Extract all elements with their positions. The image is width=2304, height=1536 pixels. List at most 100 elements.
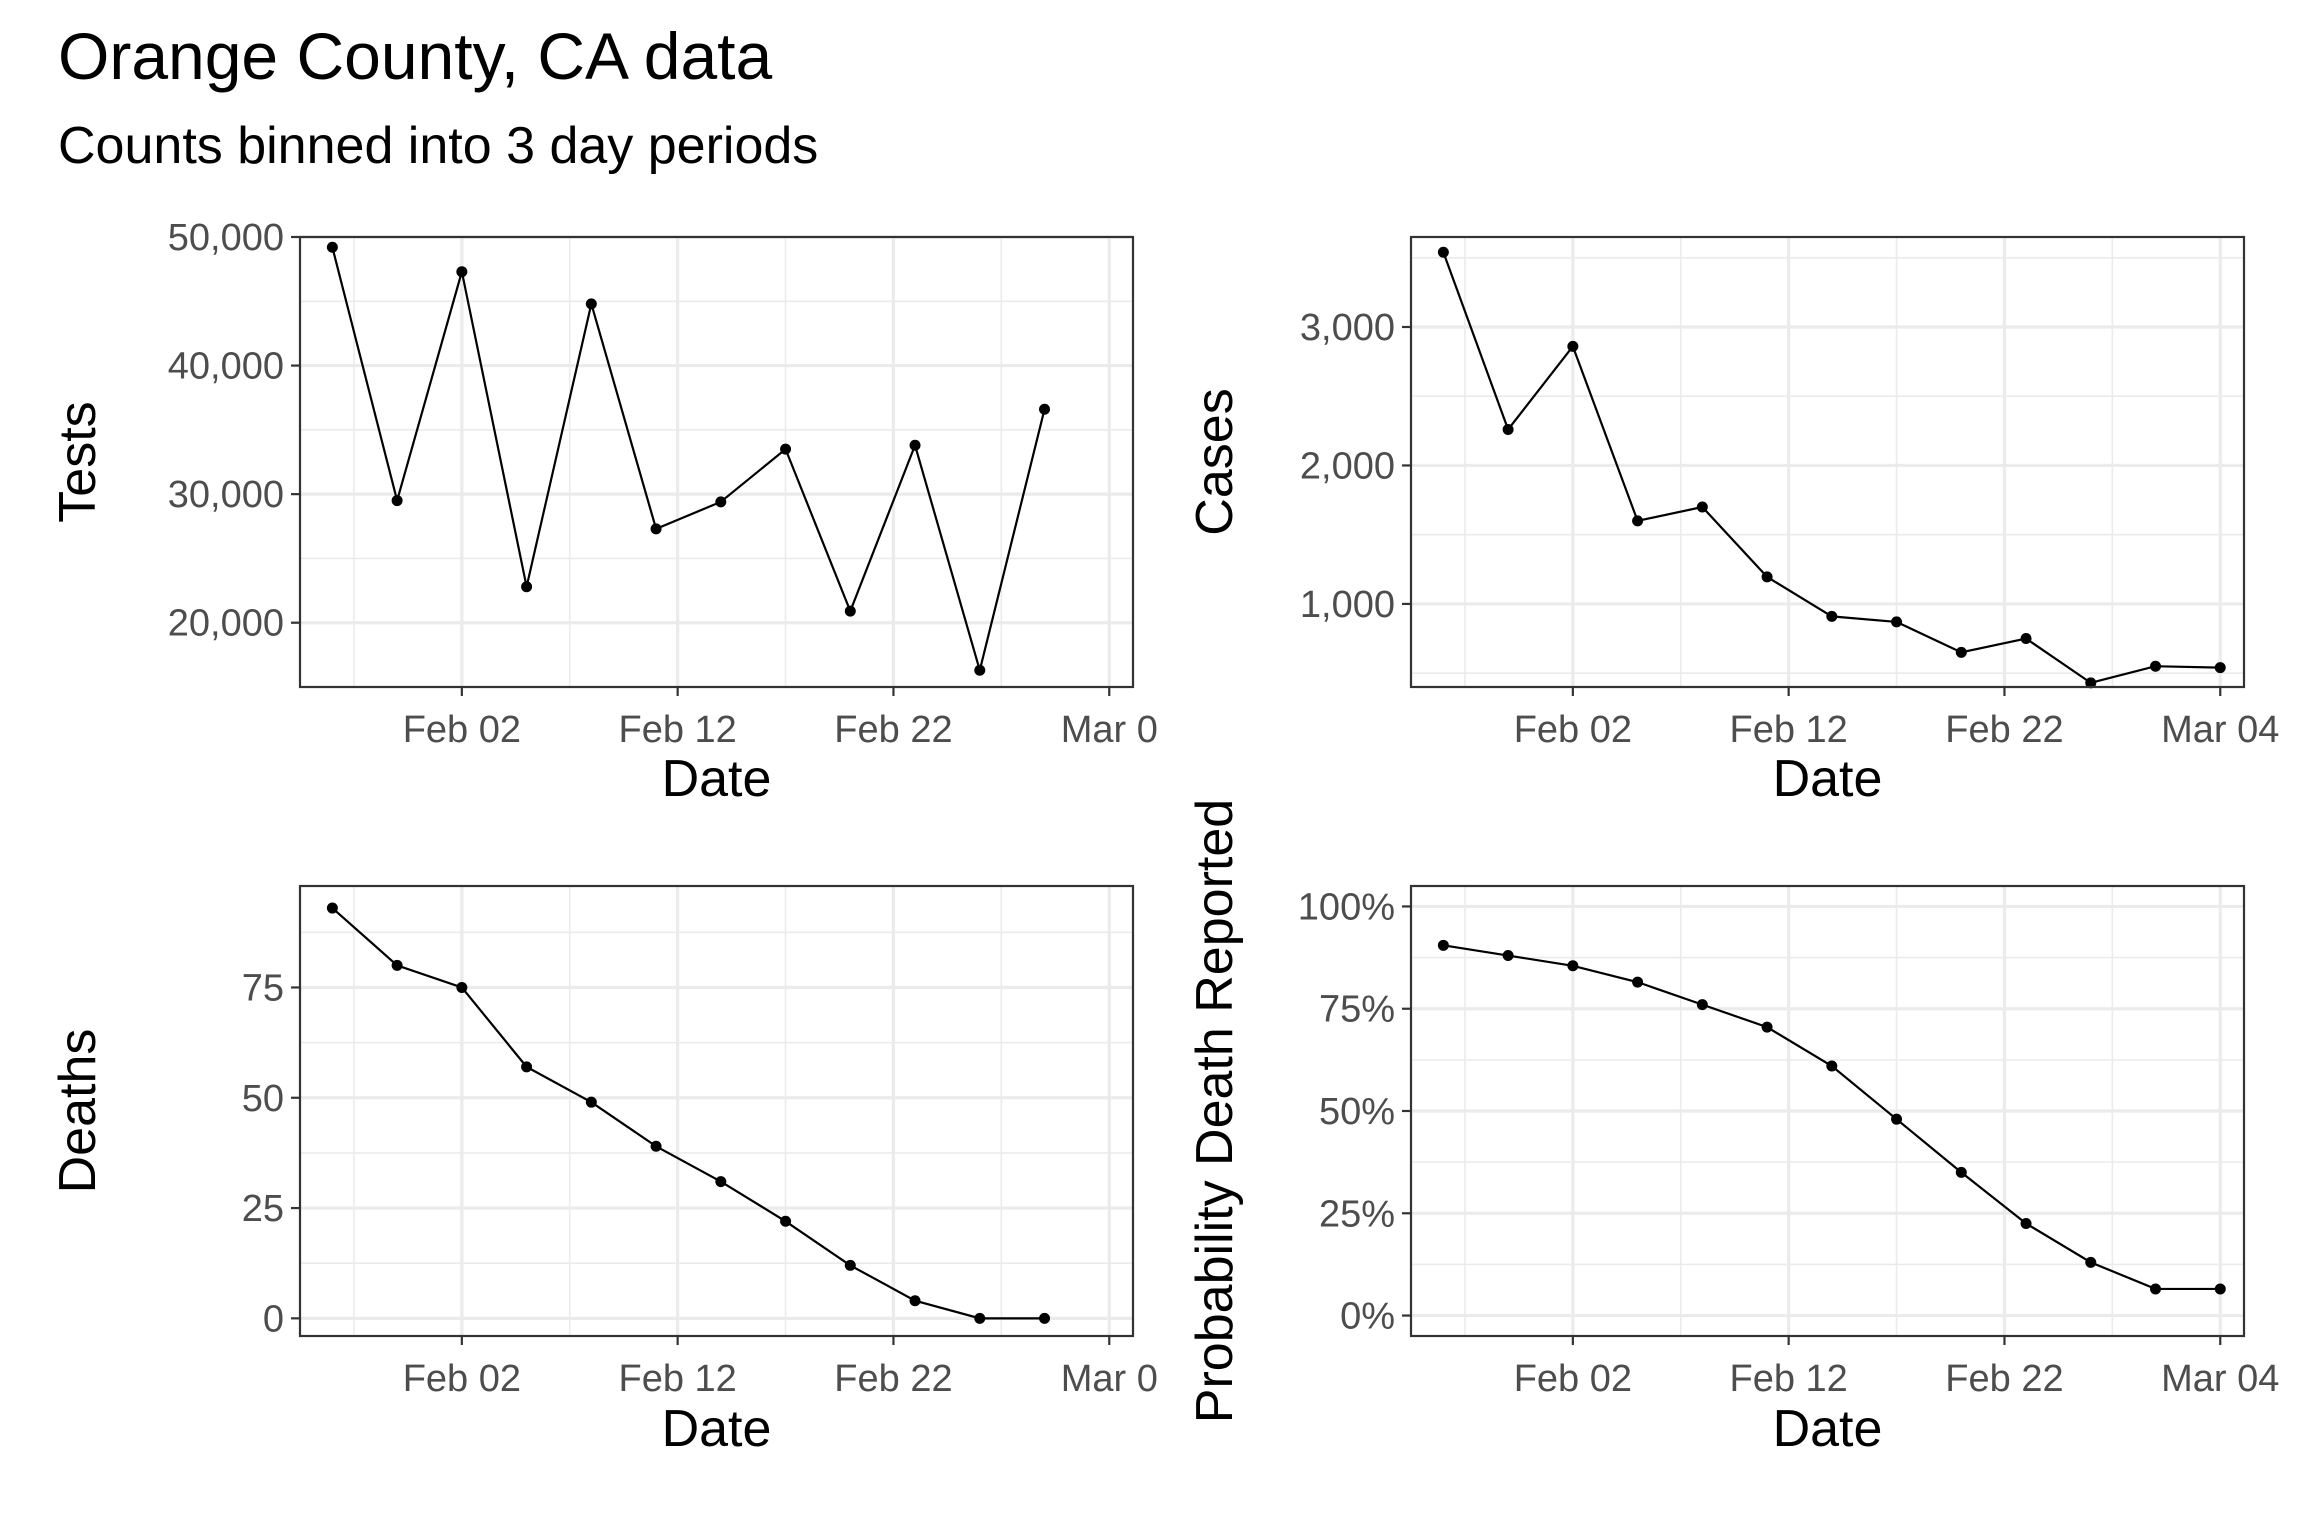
x-tick-label: Feb 22: [1945, 1358, 2063, 1400]
data-point: [1437, 246, 1449, 258]
data-point: [456, 266, 468, 278]
data-point: [974, 1312, 986, 1324]
y-tick-label: 100%: [1298, 886, 1395, 928]
y-tick-label: 30,000: [168, 474, 284, 516]
data-point: [2150, 1283, 2162, 1295]
data-point: [2150, 660, 2162, 672]
data-point: [585, 1096, 597, 1108]
y-axis-title: Deaths: [49, 1029, 107, 1194]
x-axis-title: Date: [1773, 750, 1883, 808]
data-point: [1891, 616, 1903, 628]
panel-background: [300, 886, 1133, 1336]
x-tick-label: Feb 02: [403, 1358, 521, 1400]
x-tick-label: Mar 0: [1061, 709, 1158, 751]
data-point: [909, 439, 921, 451]
data-point: [1039, 1312, 1051, 1324]
y-tick-label: 1,000: [1300, 584, 1395, 626]
x-axis-title: Date: [662, 750, 772, 808]
chart-title: Orange County, CA data: [58, 19, 773, 93]
data-point: [1761, 1021, 1773, 1033]
x-tick-label: Feb 02: [403, 709, 521, 751]
data-point: [391, 959, 403, 971]
data-point: [2085, 677, 2097, 689]
data-point: [1955, 1166, 1967, 1178]
y-tick-label: 0%: [1340, 1296, 1395, 1338]
x-tick-label: Feb 22: [834, 1358, 952, 1400]
x-tick-label: Mar 04: [2161, 709, 2279, 751]
series-line: [331, 247, 1046, 675]
data-point: [521, 581, 533, 593]
y-tick-label: 25: [242, 1188, 284, 1230]
data-point: [326, 902, 338, 914]
panel-background: [300, 237, 1133, 687]
x-tick-label: Mar 04: [2161, 1358, 2279, 1400]
data-point: [456, 981, 468, 993]
data-point: [1567, 960, 1579, 972]
panel-border: [298, 884, 1135, 1338]
data-point: [715, 1176, 727, 1188]
x-tick-label: Feb 02: [1514, 709, 1632, 751]
y-axis-title: Tests: [49, 401, 107, 522]
y-tick-label: 3,000: [1300, 307, 1395, 349]
data-point: [650, 1140, 662, 1152]
x-tick-label: Feb 12: [1729, 709, 1847, 751]
panel-background: [1411, 237, 2244, 687]
data-point: [1632, 976, 1644, 988]
x-tick-label: Feb 12: [618, 1358, 736, 1400]
data-point: [1632, 515, 1644, 527]
data-point: [909, 1295, 921, 1307]
x-axis-title: Date: [1773, 1400, 1883, 1458]
y-tick-label: 0: [263, 1298, 284, 1340]
data-point: [844, 605, 856, 617]
y-tick-label: 50%: [1319, 1091, 1395, 1133]
x-tick-label: Feb 12: [1729, 1358, 1847, 1400]
y-tick-label: 40,000: [168, 346, 284, 388]
data-point: [326, 241, 338, 253]
y-tick-label: 75: [242, 967, 284, 1009]
data-point: [521, 1061, 533, 1073]
data-point: [780, 443, 792, 455]
panel-border: [1409, 235, 2246, 689]
x-tick-label: Feb 12: [618, 709, 736, 751]
data-point: [1761, 571, 1773, 583]
y-tick-label: 75%: [1319, 989, 1395, 1031]
y-axis-title: Cases: [1186, 388, 1244, 535]
data-point: [585, 298, 597, 310]
data-point: [2085, 1256, 2097, 1268]
x-axis-title: Date: [662, 1400, 772, 1458]
data-point: [780, 1215, 792, 1227]
series-line: [331, 907, 1045, 1320]
data-point: [844, 1259, 856, 1271]
data-point: [1696, 501, 1708, 513]
data-point: [1826, 610, 1838, 622]
data-point: [1826, 1060, 1838, 1072]
data-point: [2214, 1283, 2226, 1295]
data-point: [650, 523, 662, 535]
data-point: [1891, 1113, 1903, 1125]
x-tick-label: Mar 0: [1061, 1358, 1158, 1400]
data-point: [1955, 646, 1967, 658]
data-point: [1567, 340, 1579, 352]
y-tick-label: 2,000: [1300, 445, 1395, 487]
y-tick-label: 50: [242, 1078, 284, 1120]
data-point: [1502, 950, 1514, 962]
data-point: [974, 664, 986, 676]
x-tick-label: Feb 22: [834, 709, 952, 751]
x-tick-label: Feb 22: [1945, 709, 2063, 751]
data-point: [715, 496, 727, 508]
y-axis-title: Probability Death Reported: [1186, 799, 1244, 1423]
data-point: [1696, 999, 1708, 1011]
data-point: [2214, 662, 2226, 674]
x-tick-label: Feb 02: [1514, 1358, 1632, 1400]
chart-subtitle: Counts binned into 3 day periods: [58, 117, 819, 175]
y-tick-label: 25%: [1319, 1193, 1395, 1235]
panel-border: [298, 235, 1135, 689]
data-point: [1502, 423, 1514, 435]
data-point: [1437, 939, 1449, 951]
y-tick-label: 20,000: [168, 603, 284, 645]
data-point: [2020, 1218, 2032, 1229]
data-point: [1039, 403, 1051, 415]
y-tick-label: 50,000: [168, 217, 284, 259]
data-point: [391, 495, 403, 507]
